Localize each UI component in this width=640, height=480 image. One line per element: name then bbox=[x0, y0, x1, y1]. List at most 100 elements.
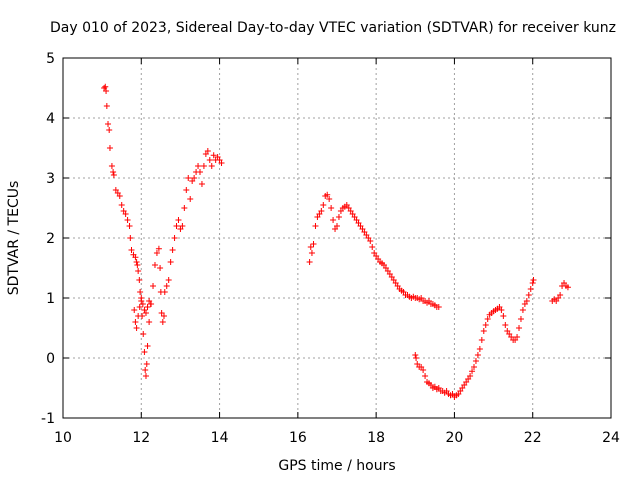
data-point bbox=[326, 196, 333, 202]
data-point bbox=[480, 328, 487, 334]
data-point bbox=[529, 280, 536, 286]
x-tick-label: 20 bbox=[446, 430, 464, 446]
data-point bbox=[320, 202, 327, 208]
data-point bbox=[105, 121, 112, 127]
data-point bbox=[206, 157, 213, 163]
x-tick-label: 12 bbox=[132, 430, 150, 446]
data-point bbox=[312, 223, 319, 229]
data-point bbox=[147, 301, 154, 307]
y-tick-label: 4 bbox=[46, 111, 55, 127]
data-point bbox=[476, 346, 483, 352]
data-point bbox=[141, 307, 148, 313]
data-point bbox=[133, 325, 140, 331]
data-point bbox=[519, 307, 526, 313]
data-point bbox=[478, 337, 485, 343]
data-point bbox=[103, 103, 110, 109]
data-point bbox=[367, 238, 374, 244]
x-tick-label: 16 bbox=[289, 430, 307, 446]
data-point bbox=[144, 304, 151, 310]
x-tick-label: 18 bbox=[367, 430, 385, 446]
data-point bbox=[108, 163, 115, 169]
x-axis-label: GPS time / hours bbox=[278, 458, 395, 474]
data-point bbox=[198, 181, 205, 187]
data-point bbox=[134, 262, 141, 268]
x-tick-label: 14 bbox=[211, 430, 229, 446]
data-point bbox=[171, 235, 178, 241]
chart-title: Day 010 of 2023, Sidereal Day-to-day VTE… bbox=[50, 20, 616, 36]
data-point bbox=[523, 298, 530, 304]
y-tick-label: 2 bbox=[46, 231, 55, 247]
data-point bbox=[136, 277, 143, 283]
data-point bbox=[131, 307, 138, 313]
data-point bbox=[307, 244, 314, 250]
grid-layer bbox=[63, 58, 611, 418]
y-tick-label: 1 bbox=[46, 291, 55, 307]
data-point bbox=[167, 259, 174, 265]
data-point bbox=[102, 83, 109, 90]
data-point bbox=[200, 163, 207, 169]
data-point bbox=[517, 316, 524, 322]
data-point bbox=[106, 127, 113, 133]
data-point bbox=[484, 316, 491, 322]
data-point bbox=[136, 304, 143, 310]
data-point bbox=[498, 307, 505, 313]
data-point bbox=[335, 214, 342, 220]
y-tick-label: 0 bbox=[46, 351, 55, 367]
y-axis-label: SDTVAR / TECUs bbox=[6, 181, 22, 296]
data-point bbox=[328, 205, 335, 211]
data-point bbox=[514, 334, 521, 340]
data-point bbox=[204, 148, 211, 154]
data-point bbox=[135, 268, 142, 274]
data-point bbox=[142, 373, 149, 379]
data-point bbox=[163, 283, 170, 289]
data-point bbox=[530, 277, 537, 283]
data-point bbox=[564, 284, 571, 291]
data-point bbox=[500, 313, 507, 319]
data-point bbox=[412, 352, 419, 358]
data-point bbox=[218, 160, 225, 166]
data-point bbox=[369, 244, 376, 250]
x-tick-label: 22 bbox=[524, 430, 542, 446]
data-point bbox=[155, 245, 162, 252]
data-point bbox=[127, 235, 134, 241]
data-point bbox=[126, 223, 133, 229]
data-point bbox=[324, 191, 331, 198]
data-point bbox=[128, 247, 135, 253]
data-point bbox=[334, 223, 340, 229]
data-point bbox=[420, 367, 427, 373]
data-point bbox=[175, 217, 182, 223]
data-point bbox=[135, 313, 142, 319]
data-point bbox=[330, 217, 337, 223]
data-point bbox=[151, 262, 158, 268]
data-point bbox=[122, 211, 129, 217]
data-point bbox=[142, 310, 149, 316]
data-point bbox=[557, 292, 564, 298]
data-point bbox=[173, 223, 180, 229]
data-point bbox=[467, 373, 474, 379]
data-point bbox=[124, 217, 131, 223]
data-point bbox=[159, 319, 166, 325]
data-point bbox=[197, 169, 203, 175]
data-point bbox=[187, 196, 194, 202]
data-point bbox=[116, 193, 123, 199]
data-point bbox=[183, 187, 190, 193]
data-point bbox=[195, 163, 202, 169]
data-point bbox=[413, 355, 420, 361]
y-tick-label: -1 bbox=[41, 411, 55, 427]
data-point bbox=[516, 325, 523, 331]
data-point bbox=[140, 331, 147, 337]
data-point bbox=[146, 319, 153, 325]
data-point bbox=[306, 259, 313, 265]
data-point bbox=[525, 292, 532, 298]
data-point bbox=[471, 364, 477, 370]
data-point bbox=[110, 172, 117, 178]
data-point bbox=[110, 169, 117, 175]
data-point bbox=[191, 175, 198, 181]
data-point bbox=[142, 367, 149, 373]
data-point bbox=[143, 361, 150, 367]
data-point bbox=[103, 88, 110, 94]
data-point bbox=[106, 145, 113, 151]
